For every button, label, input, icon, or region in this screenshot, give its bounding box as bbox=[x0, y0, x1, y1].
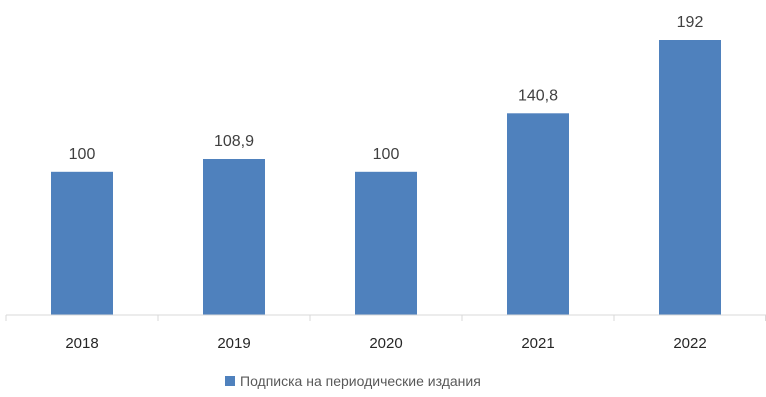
legend-swatch bbox=[225, 376, 235, 386]
x-tick-labels: 2018 2019 2020 2021 2022 bbox=[65, 335, 706, 352]
bar-2021 bbox=[507, 113, 569, 315]
legend-label: Подписка на периодические издания bbox=[240, 373, 481, 389]
bar-2020 bbox=[355, 171, 417, 315]
x-tick-label-2021: 2021 bbox=[521, 335, 554, 352]
value-label-2021: 140,8 bbox=[518, 87, 558, 104]
x-tick-label-2022: 2022 bbox=[673, 335, 706, 352]
x-tick-label-2019: 2019 bbox=[217, 335, 250, 352]
x-ticks-layer bbox=[5, 315, 766, 321]
x-tick-label-2020: 2020 bbox=[369, 335, 402, 352]
value-label-2020: 100 bbox=[373, 146, 400, 163]
bars-layer bbox=[51, 40, 721, 315]
bar-2022 bbox=[659, 40, 721, 315]
value-label-2018: 100 bbox=[69, 146, 96, 163]
x-tick-label-2018: 2018 bbox=[65, 335, 98, 352]
bar-2018 bbox=[51, 171, 113, 315]
bar-2019 bbox=[203, 159, 265, 315]
legend: Подписка на периодические издания bbox=[225, 373, 481, 389]
value-label-2022: 192 bbox=[677, 14, 704, 31]
value-labels-layer: 100 108,9 100 140,8 192 bbox=[69, 14, 704, 163]
value-label-2019: 108,9 bbox=[214, 133, 254, 150]
